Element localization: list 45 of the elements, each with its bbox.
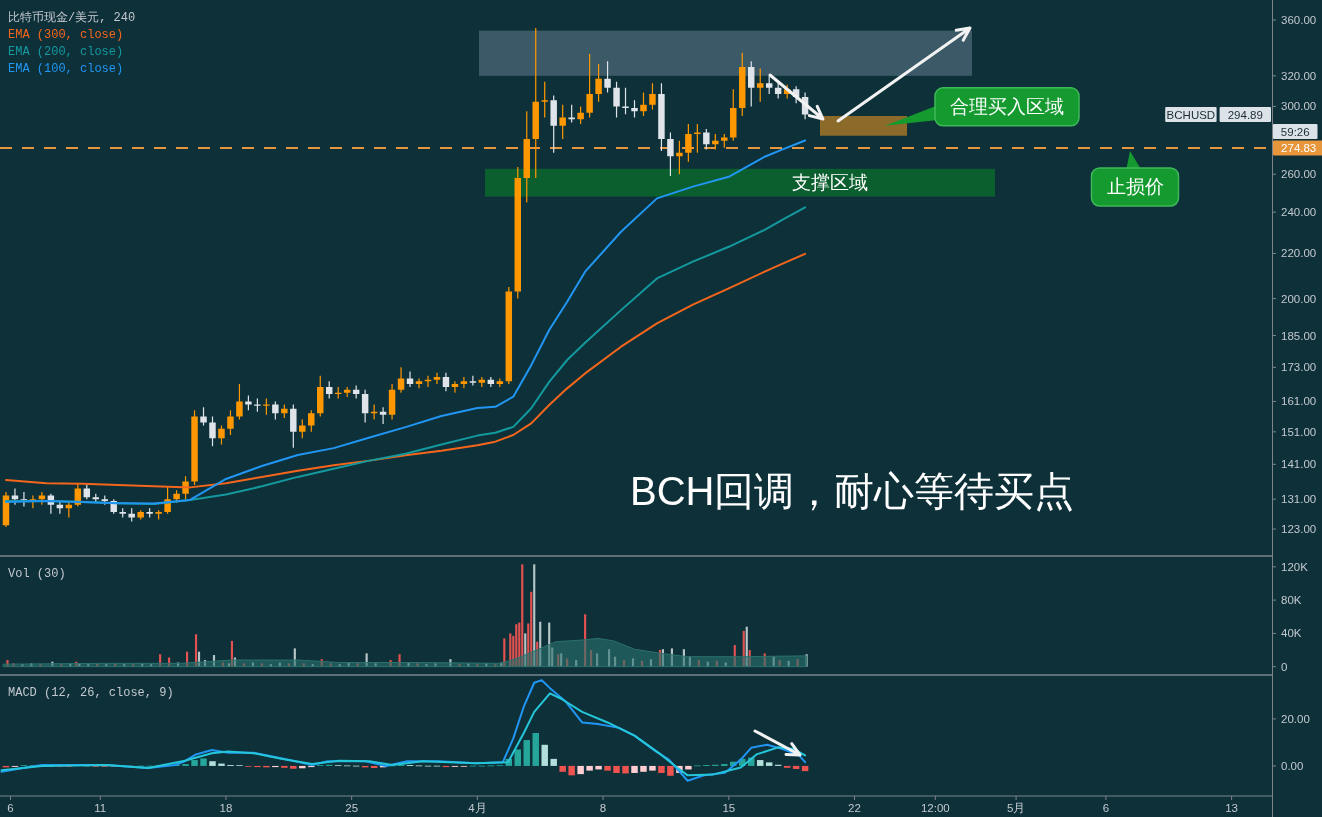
text: 比特币现金/美元, 240 [8, 10, 136, 25]
x-tick-label: 6 [1102, 802, 1110, 814]
y-tick-label: 123.00 [1281, 523, 1317, 536]
x-tick-label: 15 [722, 802, 736, 814]
y-tick-label: 161.00 [1281, 395, 1317, 408]
y-tick-label: 240.00 [1281, 206, 1317, 219]
x-tick-label: 11 [94, 802, 107, 814]
y-tick-label: 80K [1281, 594, 1302, 607]
annotation: 294.89 [1227, 108, 1263, 121]
band-label: 支撑区域 [791, 172, 868, 194]
y-tick-label: 300.00 [1281, 100, 1317, 113]
x-tick-label: 4月 [468, 802, 487, 814]
x-tick-label: 8 [599, 802, 607, 814]
y-tick-label: 185.00 [1281, 329, 1317, 342]
y-tick-label: 20.00 [1281, 712, 1310, 725]
ref-line-label: 止损价 [1106, 176, 1164, 198]
y-tick-label: 173.00 [1281, 361, 1317, 374]
text: EMA (200, close) [8, 45, 124, 59]
annotation: BCH回调，耐心等待买点 [630, 469, 1075, 513]
text: 59:26 [1280, 125, 1310, 138]
y-tick-label: 40K [1281, 627, 1302, 640]
y-tick-label: 0.00 [1281, 759, 1304, 772]
y-tick-label: 320.00 [1281, 69, 1317, 82]
x-tick-label: 12:00 [920, 802, 950, 814]
text: EMA (100, close) [8, 62, 124, 76]
y-tick-label: 200.00 [1281, 292, 1317, 305]
x-tick-label: 22 [848, 802, 861, 814]
y-tick-label: 360.00 [1281, 13, 1317, 26]
y-tick-label: 220.00 [1281, 247, 1317, 260]
y-tick-label: 0 [1281, 660, 1288, 673]
y-tick-label: 131.00 [1281, 493, 1317, 506]
x-tick-label: 25 [345, 802, 359, 814]
text: MACD (12, 26, close, 9) [8, 686, 174, 700]
y-tick-label: 120K [1281, 560, 1309, 573]
y-tick-label: 141.00 [1281, 458, 1317, 471]
x-tick-label: 5月 [1006, 802, 1026, 814]
x-tick-label: 18 [219, 802, 233, 814]
text: Vol (30) [8, 567, 66, 581]
band-label: 合理买入区域 [950, 96, 1064, 118]
x-tick-label: 13 [1225, 802, 1238, 814]
y-tick-label: 260.00 [1281, 168, 1317, 181]
text: EMA (300, close) [8, 28, 124, 42]
text: 274.83 [1281, 141, 1317, 154]
y-tick-label: 151.00 [1281, 425, 1317, 438]
x-tick-label: 6 [7, 802, 14, 814]
